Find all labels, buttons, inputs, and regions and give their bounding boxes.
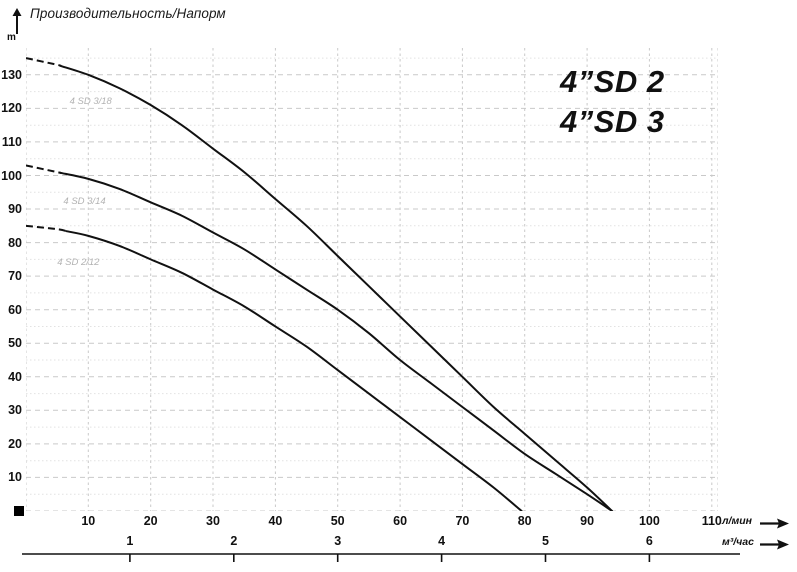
x-axis-lmin-tick-label: 80 [517,514,532,528]
x-axis-lmin-tick-label: 50 [330,514,345,528]
model-name-block: 4”SD 2 4”SD 3 [560,62,665,141]
performance-curve [65,230,523,511]
x-axis-lmin-unit-label: л/мин [722,515,752,527]
y-axis-tick-label: 50 [8,336,22,351]
y-axis-tick-label: 90 [8,202,22,216]
x-axis-m3h-tick-label: 6 [645,534,653,548]
curve-label: 4 SD 3/14 [63,196,106,208]
y-axis-tick-label: 80 [8,235,22,250]
y-axis-tick-label: 10 [8,470,22,485]
curve-dashed-lead [26,164,62,174]
origin-marker [14,506,24,516]
x-axis-m3h-tick-label: 2 [230,534,238,548]
plot-area: 4 SD 3/18 4 SD 3/14 4 SD 2/12 [26,48,718,511]
right-arrow-icon [760,518,789,529]
y-axis-tick-label: 40 [8,369,22,384]
curve-dashed-lead [26,224,67,233]
up-arrow-icon [12,8,22,34]
x-axis-m3h-ticks: 1 2 3 4 5 6 [26,534,718,550]
y-axis-ticks: 130 120 110 100 90 80 70 60 50 40 30 20 10 [0,48,22,511]
y-axis-tick-label: 30 [8,403,22,418]
x-axis-lmin-tick-label: 10 [81,514,96,528]
y-axis-unit-label: m [7,32,16,43]
x-axis-lmin-tick-label: 30 [206,514,220,528]
y-axis-tick-label: 110 [1,134,22,149]
curve-label: 4 SD 3/18 [69,95,112,107]
x-axis-m3h-tick-label: 4 [438,534,446,548]
performance-curve [59,171,614,511]
x-axis-lmin-tick-label: 90 [580,514,595,528]
curve-dashed-lead [26,57,62,67]
performance-curve [59,64,614,511]
x-axis-lmin-tick-label: 100 [638,514,660,528]
y-axis-tick-label: 130 [1,67,22,82]
x-axis-lmin-ticks: 10 20 30 40 50 60 70 80 90 100 110 [26,514,722,532]
x-axis-lmin-tick-label: 60 [393,514,408,528]
model-name: 4”SD 2 [560,64,665,99]
y-axis-tick-label: 20 [8,436,22,451]
x-axis-m3h-tick-label: 1 [126,534,134,548]
curve-label: 4 SD 2/12 [57,256,100,268]
y-axis-tick-label: 100 [1,168,22,183]
x-axis-m3h-tick-label: 3 [334,534,342,548]
x-axis-lmin-tick-label: 40 [268,514,283,528]
x-axis-lmin-tick-label: 70 [455,514,470,528]
x-axis-m3h-unit-label: м³/час [722,536,754,548]
y-axis-tick-label: 60 [8,302,22,317]
x-axis-lmin-tick-label: 110 [701,514,722,528]
x-axis-m3h-line [22,553,740,562]
x-axis-m3h-tick-label: 5 [542,534,549,548]
y-axis-tick-label: 70 [8,269,22,284]
x-axis-lmin-tick-label: 20 [143,514,158,528]
page-title: Производительность/Напорм [30,6,226,21]
right-arrow-icon [760,539,789,550]
y-axis-tick-label: 120 [1,101,22,116]
model-name: 4”SD 3 [560,103,665,139]
plot-svg [26,48,718,511]
